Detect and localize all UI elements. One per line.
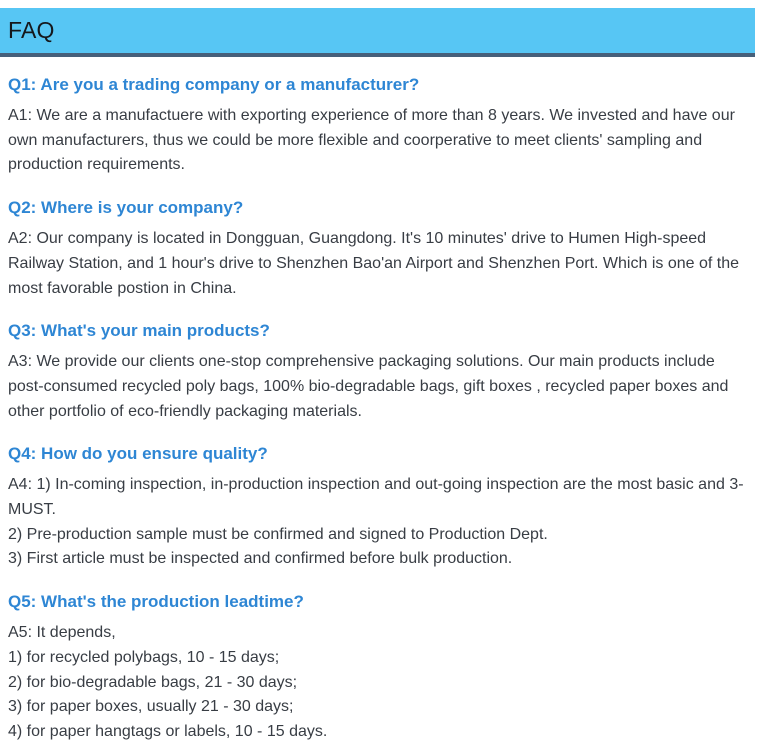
faq-item: Q4: How do you ensure quality? A4: 1) In… xyxy=(8,444,745,572)
faq-answer-line: A4: 1) In-coming inspection, in-producti… xyxy=(8,476,744,519)
faq-question: Q5: What's the production leadtime? xyxy=(8,592,304,612)
faq-question: Q4: How do you ensure quality? xyxy=(8,444,268,464)
faq-answer-line: 1) for recycled polybags, 10 - 15 days; xyxy=(8,648,280,666)
faq-answer-line: 3) First article must be inspected and c… xyxy=(8,550,513,568)
faq-item: Q3: What's your main products? A3: We pr… xyxy=(8,321,745,424)
faq-question: Q2: Where is your company? xyxy=(8,198,244,218)
page-title: FAQ xyxy=(8,17,55,43)
faq-answer-line: A1: We are a manufactuere with exporting… xyxy=(8,107,735,174)
faq-answer-line: A2: Our company is located in Dongguan, … xyxy=(8,230,739,297)
faq-item: Q2: Where is your company? A2: Our compa… xyxy=(8,198,745,301)
faq-answer-line: 3) for paper boxes, usually 21 - 30 days… xyxy=(8,698,294,716)
faq-question: Q1: Are you a trading company or a manuf… xyxy=(8,75,420,94)
faq-item: Q1: Are you a trading company or a manuf… xyxy=(8,75,745,178)
faq-answer-line: 2) Pre-production sample must be confirm… xyxy=(8,525,548,543)
faq-answer-line: A5: It depends, xyxy=(8,624,116,642)
faq-page: { "header": { "title": "FAQ" }, "colors"… xyxy=(0,8,765,756)
faq-answer-line: 4) for paper hangtags or labels, 10 - 15… xyxy=(8,722,328,740)
page-header: FAQ xyxy=(0,8,755,57)
faq-content: Q1: Are you a trading company or a manuf… xyxy=(0,57,765,745)
faq-item: Q5: What's the production leadtime? A5: … xyxy=(8,592,745,745)
faq-question: Q3: What's your main products? xyxy=(8,321,270,341)
faq-answer-line: A3: We provide our clients one-stop comp… xyxy=(8,353,729,420)
faq-answer-line: 2) for bio-degradable bags, 21 - 30 days… xyxy=(8,673,298,691)
